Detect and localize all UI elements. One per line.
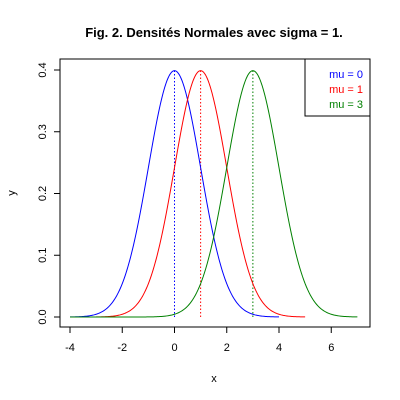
x-tick-label: -2 (117, 342, 127, 354)
y-axis-label: y (6, 190, 18, 196)
y-tick-label: 0.2 (37, 186, 49, 201)
y-tick-label: 0.1 (37, 248, 49, 263)
x-tick-label: 6 (328, 342, 334, 354)
legend-entry: mu = 3 (329, 99, 363, 111)
y-tick-label: 0.0 (37, 309, 49, 324)
density-curves (69, 70, 358, 318)
x-tick-label: 0 (171, 342, 177, 354)
y-axis: 0.0 0.1 0.2 0.3 0.4 (37, 62, 61, 325)
legend-entry: mu = 1 (329, 84, 363, 96)
x-tick-label: 4 (276, 342, 282, 354)
legend-box (304, 58, 371, 117)
legend: mu = 0 mu = 1 mu = 3 (304, 58, 371, 117)
density-curve (70, 70, 358, 318)
chart-title: Fig. 2. Densités Normales avec sigma = 1… (85, 25, 343, 40)
density-curve (69, 70, 280, 318)
x-tick-label: 2 (224, 342, 230, 354)
x-tick-label: -4 (65, 342, 75, 354)
legend-entry: mu = 0 (329, 69, 363, 81)
x-axis-label: x (211, 373, 217, 385)
x-axis: -4 -2 0 2 4 6 (65, 326, 334, 354)
y-tick-label: 0.3 (37, 124, 49, 139)
y-tick-label: 0.4 (37, 62, 49, 77)
density-curve (96, 70, 306, 318)
mean-markers (174, 70, 254, 317)
